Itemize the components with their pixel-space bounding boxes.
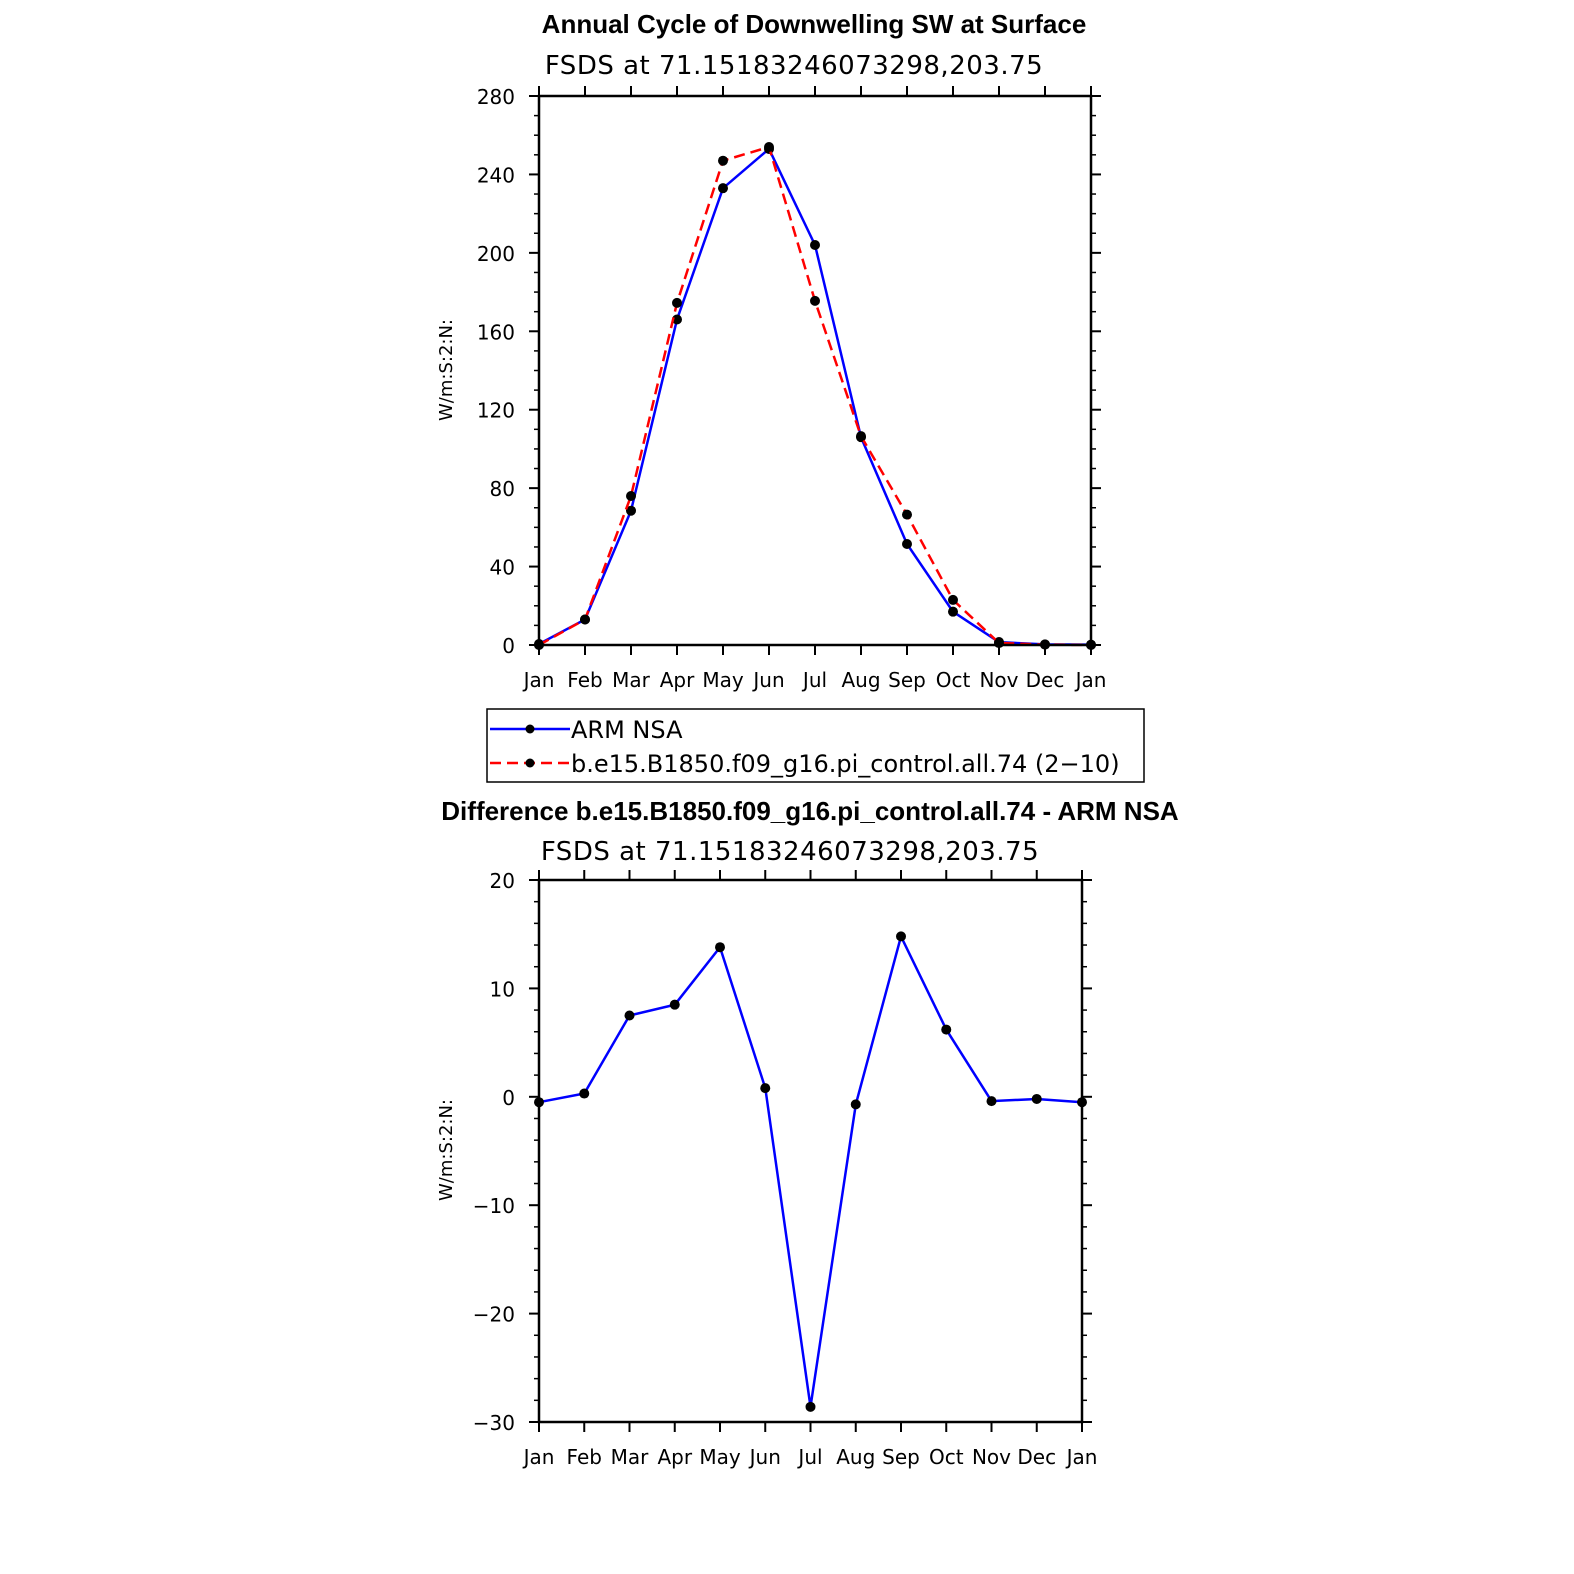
x-tick-label: Oct — [936, 668, 971, 692]
y-tick-label: 80 — [490, 477, 515, 501]
y-tick-label: 200 — [477, 242, 515, 266]
data-point-b-e15-b1850-f09-g16-pi-control-all-74-2-10 — [764, 141, 774, 152]
y-tick-label: 0 — [502, 634, 515, 658]
tick-labels: Jan Feb Mar Apr May Jun Jul Aug Sep Oct Nov Dec Jan−… — [473, 869, 1098, 1469]
chart-subtitle: FSDS at 71.15183246073298,203.75 — [545, 51, 1043, 81]
data-point-series-0 — [760, 1083, 771, 1094]
y-tick-label: 0 — [502, 1086, 515, 1110]
legend-label-model: b.e15.B1850.f09_g16.pi_control.all.74 (2… — [571, 750, 1120, 778]
x-tick-label: Jul — [796, 1445, 822, 1469]
data-point-b-e15-b1850-f09-g16-pi-control-all-74-2-10 — [580, 614, 590, 625]
data-point-series-0 — [805, 1401, 816, 1412]
data-point-series-0 — [669, 999, 680, 1010]
y-tick-label: 240 — [477, 163, 515, 187]
x-tick-label: Dec — [1017, 1445, 1056, 1469]
data-point-b-e15-b1850-f09-g16-pi-control-all-74-2-10 — [902, 509, 912, 520]
series-layer — [534, 931, 1087, 1412]
data-point-series-0 — [896, 931, 906, 942]
legend-label-arm-nsa: ARM NSA — [571, 716, 683, 744]
x-tick-label: Mar — [612, 668, 651, 692]
data-point-series-0 — [986, 1096, 997, 1107]
series-line-b-e15-b1850-f09-g16-pi-control-all-74-2-10 — [538, 145, 1092, 647]
y-tick-label: 20 — [490, 869, 515, 893]
x-tick-label: Apr — [657, 1445, 692, 1469]
legend-marker-model — [525, 758, 535, 768]
legend-marker-arm-nsa — [525, 724, 535, 734]
data-point-series-0 — [1031, 1093, 1042, 1104]
x-tick-label: Jan — [522, 1445, 555, 1469]
data-point-series-0 — [579, 1088, 590, 1099]
y-tick-label: 120 — [477, 399, 515, 423]
x-tick-label: Sep — [888, 668, 926, 692]
annual-cycle-panel: Annual Cycle of Downwelling SW at Surfac… — [436, 9, 1106, 692]
x-tick-label: Jan — [1074, 668, 1107, 692]
series-layer — [534, 141, 1096, 650]
chart-title: Annual Cycle of Downwelling SW at Surfac… — [542, 9, 1087, 39]
data-point-arm-nsa — [810, 240, 820, 251]
x-tick-label: May — [702, 668, 744, 692]
y-axis-label: W/m:S:2:N: — [436, 1099, 457, 1201]
x-tick-label: Jan — [1065, 1445, 1098, 1469]
y-tick-label: 10 — [490, 977, 515, 1001]
x-tick-label: Aug — [836, 1445, 875, 1469]
x-tick-label: Jul — [801, 668, 827, 692]
data-point-arm-nsa — [672, 314, 682, 325]
x-tick-label: Feb — [567, 668, 602, 692]
x-tick-label: Jan — [522, 668, 555, 692]
x-tick-label: Feb — [567, 1445, 602, 1469]
data-point-series-0 — [941, 1024, 952, 1035]
y-tick-label: 160 — [477, 320, 515, 344]
x-tick-label: Aug — [841, 668, 880, 692]
y-axis-label: W/m:S:2:N: — [436, 319, 457, 421]
data-point-arm-nsa — [948, 606, 958, 617]
y-tick-label: −30 — [473, 1411, 515, 1435]
x-tick-label: Apr — [660, 668, 695, 692]
chart-title: Difference b.e15.B1850.f09_g16.pi_contro… — [441, 796, 1179, 826]
x-tick-label: Mar — [611, 1445, 650, 1469]
data-point-b-e15-b1850-f09-g16-pi-control-all-74-2-10 — [718, 155, 728, 166]
x-tick-label: Jun — [751, 668, 784, 692]
series-line-series-0 — [538, 932, 1083, 1407]
chart-subtitle: FSDS at 71.15183246073298,203.75 — [541, 837, 1039, 867]
x-tick-label: Oct — [929, 1445, 964, 1469]
y-tick-label: −10 — [473, 1194, 515, 1218]
plot-frame — [537, 878, 1084, 1424]
data-point-b-e15-b1850-f09-g16-pi-control-all-74-2-10 — [994, 638, 1004, 649]
data-point-b-e15-b1850-f09-g16-pi-control-all-74-2-10 — [810, 295, 820, 306]
axis-ticks — [529, 870, 1092, 1432]
x-tick-label: Dec — [1026, 668, 1065, 692]
data-point-arm-nsa — [718, 183, 728, 194]
plot-frame — [537, 94, 1093, 647]
data-point-b-e15-b1850-f09-g16-pi-control-all-74-2-10 — [856, 431, 866, 442]
tick-labels: Jan Feb Mar Apr May Jun Jul Aug Sep Oct Nov Dec Jan 0… — [477, 85, 1107, 692]
x-tick-label: Sep — [882, 1445, 920, 1469]
legend-box — [486, 708, 1145, 783]
data-point-series-0 — [715, 942, 725, 953]
data-point-b-e15-b1850-f09-g16-pi-control-all-74-2-10 — [626, 490, 636, 501]
data-point-arm-nsa — [626, 505, 636, 516]
legend: ARM NSA b.e15.B1850.f09_g16.pi_control.a… — [486, 708, 1145, 783]
data-point-arm-nsa — [902, 539, 912, 550]
x-tick-label: May — [699, 1445, 741, 1469]
y-tick-label: −20 — [473, 1303, 515, 1327]
x-tick-label: Nov — [972, 1445, 1011, 1469]
data-point-series-0 — [624, 1010, 635, 1021]
y-tick-label: 40 — [490, 556, 515, 580]
axis-ticks — [529, 86, 1101, 655]
data-point-b-e15-b1850-f09-g16-pi-control-all-74-2-10 — [948, 594, 958, 605]
y-tick-label: 280 — [477, 85, 515, 109]
data-point-series-0 — [850, 1099, 861, 1110]
series-line-arm-nsa — [538, 146, 1092, 646]
difference-panel: Difference b.e15.B1850.f09_g16.pi_contro… — [436, 796, 1179, 1469]
data-point-b-e15-b1850-f09-g16-pi-control-all-74-2-10 — [672, 297, 682, 308]
x-tick-label: Jun — [748, 1445, 781, 1469]
x-tick-label: Nov — [979, 668, 1018, 692]
